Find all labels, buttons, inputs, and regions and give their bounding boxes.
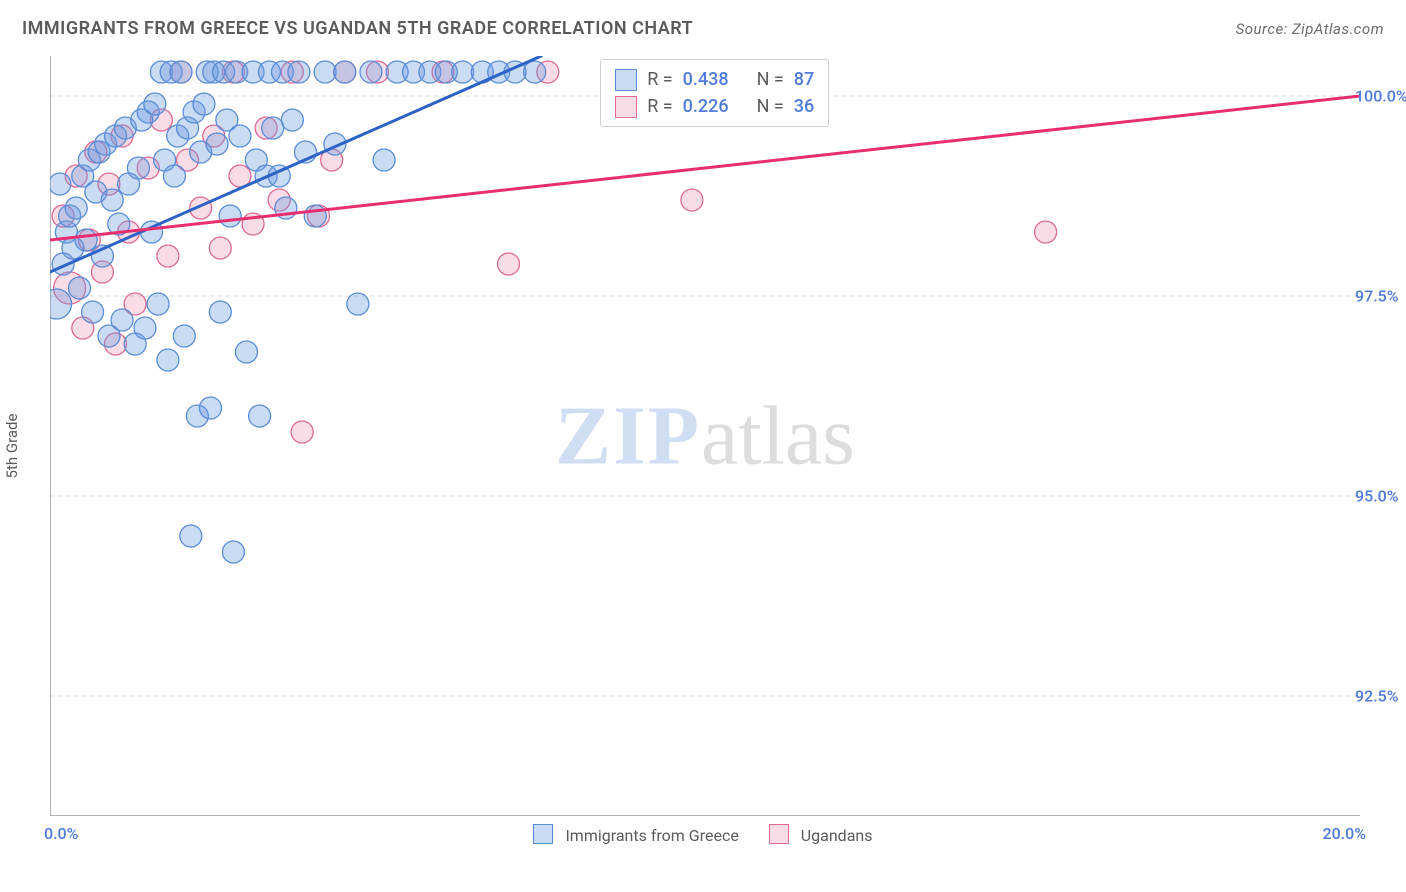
legend-item-ugandans: Ugandans	[769, 824, 873, 845]
stat-n-value: 36	[794, 93, 814, 120]
y-tick-label: 100.0%	[1355, 87, 1406, 106]
stat-r-value: 0.438	[683, 66, 729, 93]
stat-n-value: 87	[794, 66, 814, 93]
y-tick-label: 95.0%	[1355, 487, 1406, 506]
y-tick-label: 92.5%	[1355, 687, 1406, 706]
stat-r-label: R =	[647, 66, 672, 93]
y-axis-label: 5th Grade	[3, 414, 21, 479]
stat-n-label: N =	[757, 93, 784, 120]
stats-legend-row: R = 0.438 N = 87	[615, 66, 814, 93]
stat-r-label: R =	[647, 93, 672, 120]
y-tick-label: 97.5%	[1355, 287, 1406, 306]
stats-swatch	[615, 96, 637, 118]
stats-legend-row: R = 0.226 N = 36	[615, 93, 814, 120]
stat-r-value: 0.226	[683, 93, 729, 120]
chart-source: Source: ZipAtlas.com	[1236, 20, 1384, 38]
legend-label-ugandans: Ugandans	[801, 826, 873, 845]
stat-n-label: N =	[757, 66, 784, 93]
title-bar: IMMIGRANTS FROM GREECE VS UGANDAN 5TH GR…	[22, 18, 1384, 39]
chart-title: IMMIGRANTS FROM GREECE VS UGANDAN 5TH GR…	[22, 18, 693, 39]
series-legend: Immigrants from Greece Ugandans	[0, 824, 1406, 845]
legend-swatch-greece	[533, 824, 553, 844]
legend-swatch-ugandans	[769, 824, 789, 844]
plot-area: ZIPatlas 92.5%95.0%97.5%100.0% R =0.438N…	[50, 56, 1360, 816]
stats-swatch	[615, 69, 637, 91]
stats-legend: R = 0.438 N = 87 R = 0.226 N = 36	[600, 59, 829, 127]
legend-label-greece: Immigrants from Greece	[565, 826, 738, 845]
scatter-svg	[50, 56, 1360, 816]
legend-item-greece: Immigrants from Greece	[533, 824, 738, 845]
